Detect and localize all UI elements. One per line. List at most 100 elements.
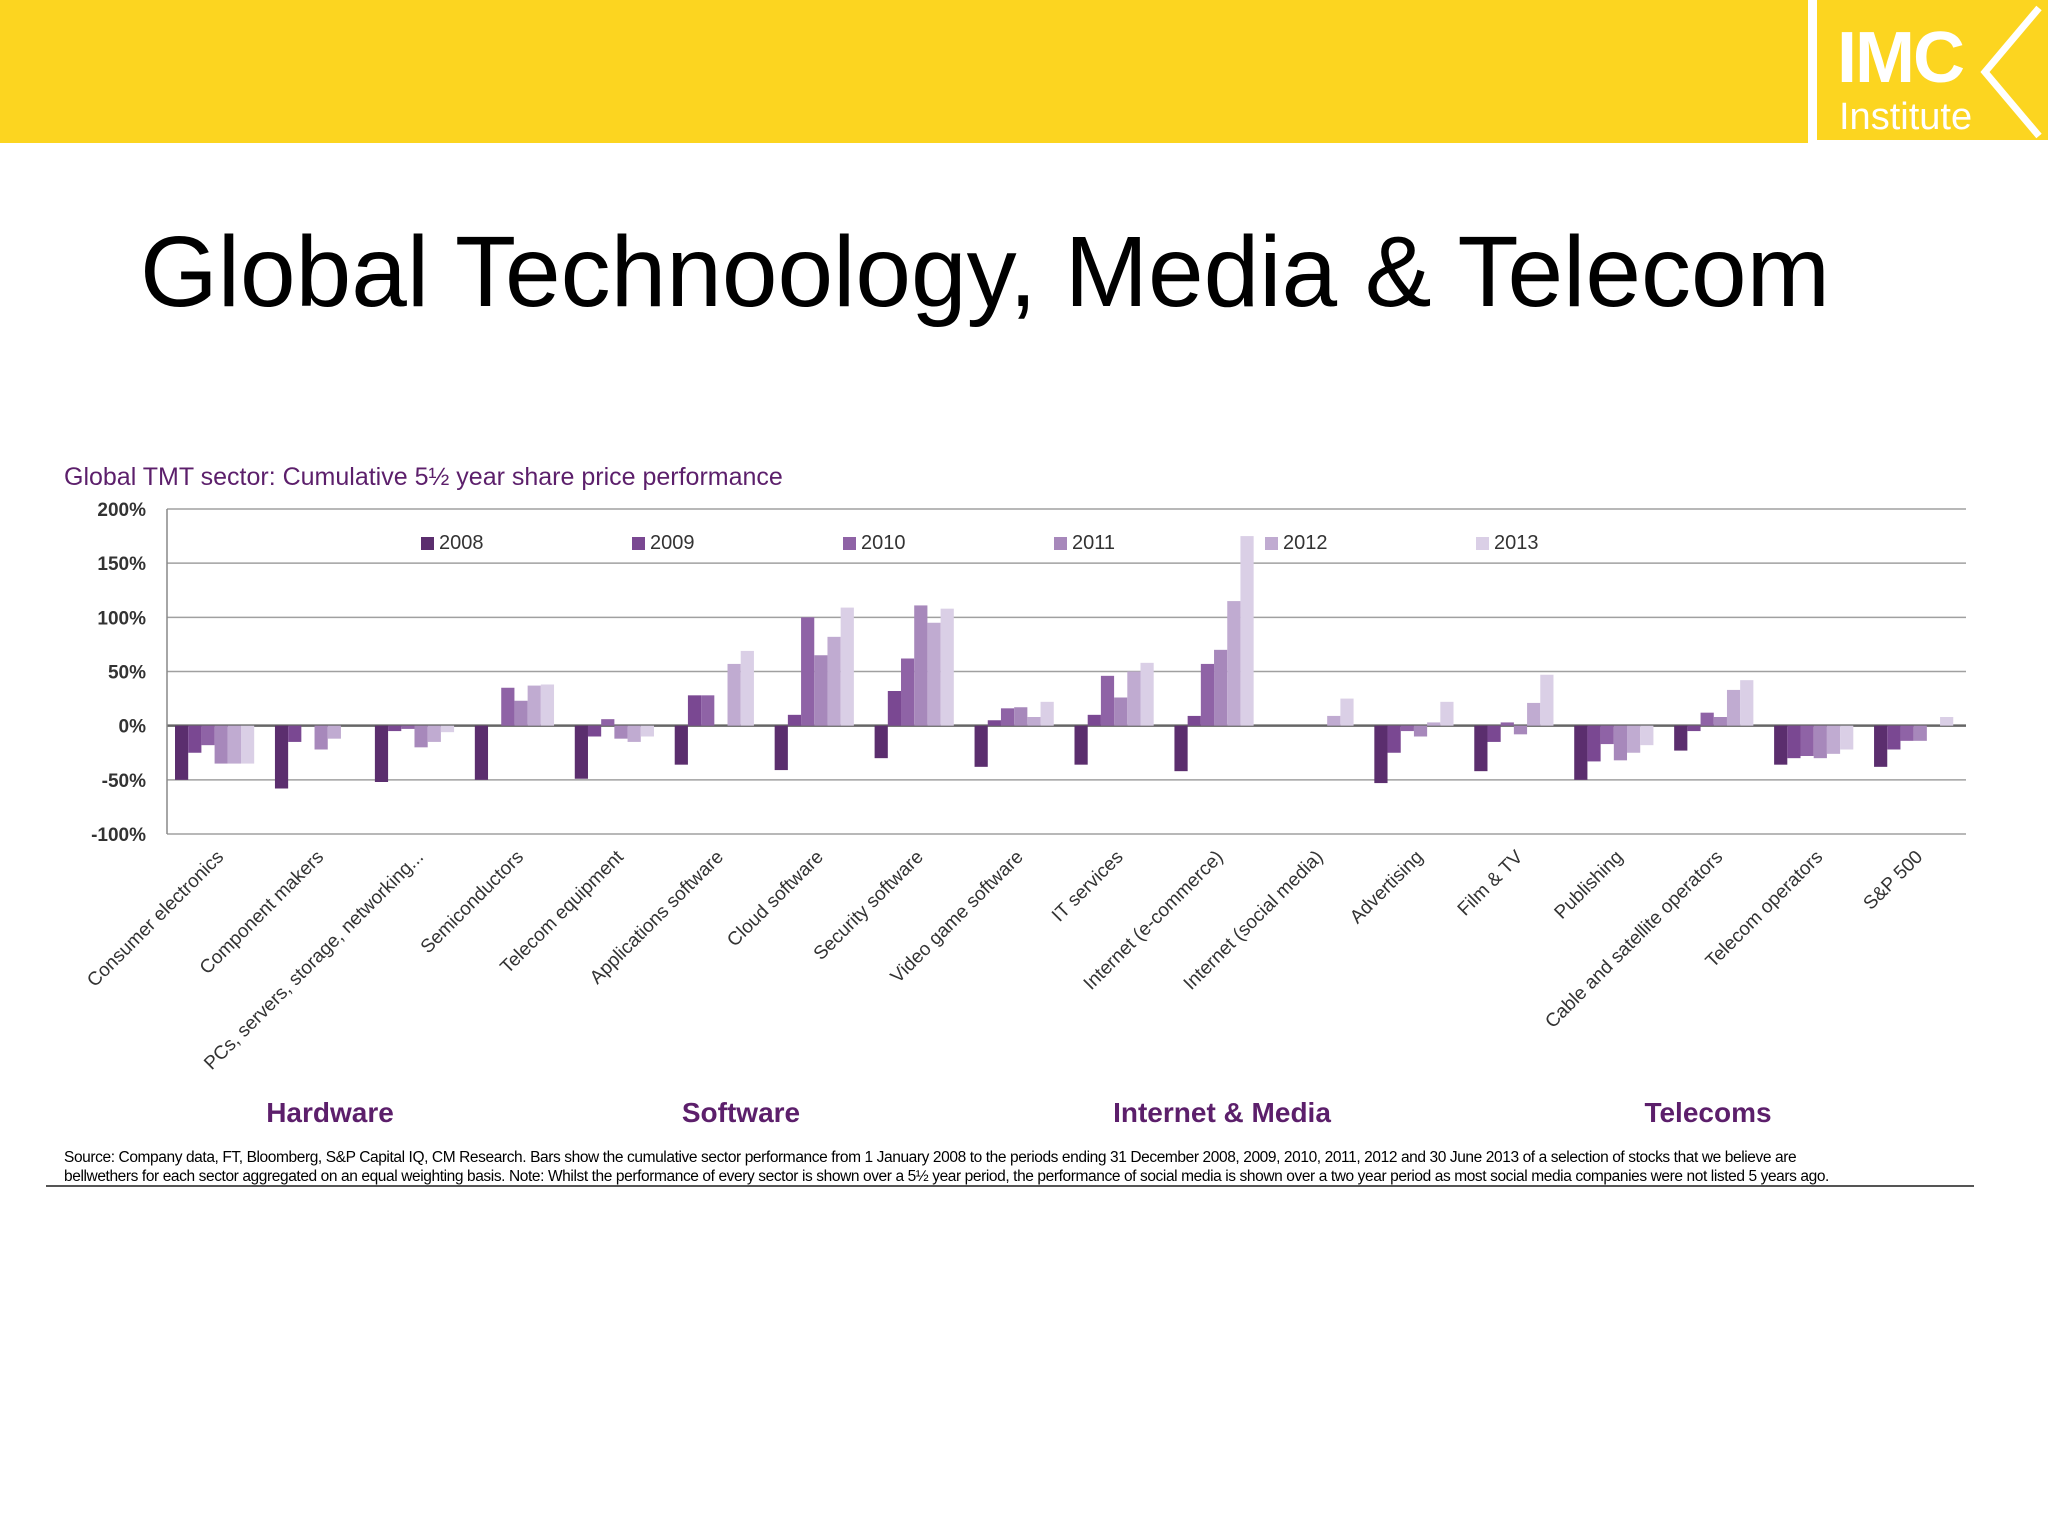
bar [1513,725,1528,735]
bar [1726,689,1741,726]
source-line-1: Source: Company data, FT, Bloomberg, S&P… [64,1149,1797,1166]
bar [427,725,441,742]
bar [574,725,588,779]
category-label: IT services [1048,847,1128,927]
bar [1200,663,1215,726]
bar [1627,725,1641,753]
bar [1787,725,1801,759]
bar [1600,725,1614,745]
bar [1400,725,1414,732]
source-line-2: bellwethers for each sector aggregated o… [64,1168,1829,1185]
bar [1487,725,1501,742]
source-note: Source: Company data, FT, Bloomberg, S&P… [64,1148,2004,1186]
category-label: S&P 500 [1860,847,1928,915]
bar [927,622,941,726]
bar [674,725,688,765]
logo-main-text: IMC [1837,18,1965,98]
bar [1014,707,1028,726]
bar [640,725,654,737]
legend-swatch [843,537,856,550]
bar [1587,725,1601,762]
bar [188,725,202,753]
sector-group-label: Internet & Media [1113,1097,1331,1128]
bar [1687,725,1701,732]
bar [987,720,1001,726]
bar [374,725,389,782]
bar [388,725,402,732]
bar [940,608,954,726]
bar [1700,712,1714,726]
bar [1114,697,1128,726]
y-tick-label: 100% [97,608,146,629]
bar [327,725,341,739]
bar [201,725,215,746]
legend-swatch [1476,537,1489,550]
bar [414,725,428,748]
category-label: Semiconductors [417,847,528,958]
y-tick-label: -100% [91,825,146,846]
sector-group-label: Software [682,1097,800,1128]
bar [1940,717,1954,726]
bar [974,725,988,767]
bar [440,725,455,733]
bar [401,725,415,729]
bar [1840,725,1854,750]
legend-swatch [1265,537,1278,550]
bar [1674,725,1688,751]
sector-group-label: Telecoms [1644,1097,1771,1128]
imc-institute-logo: IMC Institute [1808,0,2048,143]
bar [1440,701,1454,726]
bar [914,605,928,726]
bar [1140,662,1154,726]
logo-chevron-icon [1980,5,2042,139]
slide-title: Global Technoology, Media & Telecom [140,216,1830,328]
bar [1574,725,1588,780]
bar [1100,675,1115,726]
category-label: Film & TV [1454,846,1528,920]
bar [701,695,715,726]
bar [1913,725,1927,741]
bar [787,714,802,726]
bar [1474,725,1488,772]
bar [814,655,828,726]
bar [687,695,702,726]
bar [601,719,615,726]
category-label: PCs, servers, storage, networking... [200,847,428,1075]
bar [740,650,754,726]
bar [214,725,228,764]
bar [1040,701,1054,726]
bar [1713,717,1727,726]
bar [1740,680,1754,726]
bar [474,725,489,780]
bar [1074,725,1088,765]
bar [1500,722,1514,726]
bar [901,658,915,726]
legend-label: 2011 [1072,532,1115,554]
y-tick-label: -50% [102,771,146,792]
bar [314,725,328,750]
bar [1174,725,1188,772]
bar [1874,725,1888,767]
bar [1187,715,1201,726]
bar [727,663,741,726]
bar [1540,674,1554,726]
legend-label: 2012 [1283,532,1328,554]
bar [1374,725,1388,784]
bar [227,725,241,764]
legend-swatch [1054,537,1067,550]
bar [801,617,815,726]
bar [1813,725,1827,759]
chart-title: Global TMT sector: Cumulative 5½ year sh… [64,463,783,491]
bar [1774,725,1788,765]
bar [1087,714,1101,726]
bar [241,725,255,764]
bar [1387,725,1401,753]
legend-label: 2009 [650,532,695,554]
category-label: Cloud software [723,847,827,951]
bar [1826,725,1841,754]
source-divider [46,1185,1974,1187]
bar [1327,715,1341,726]
bar [1800,725,1814,756]
y-tick-label: 150% [97,554,146,575]
